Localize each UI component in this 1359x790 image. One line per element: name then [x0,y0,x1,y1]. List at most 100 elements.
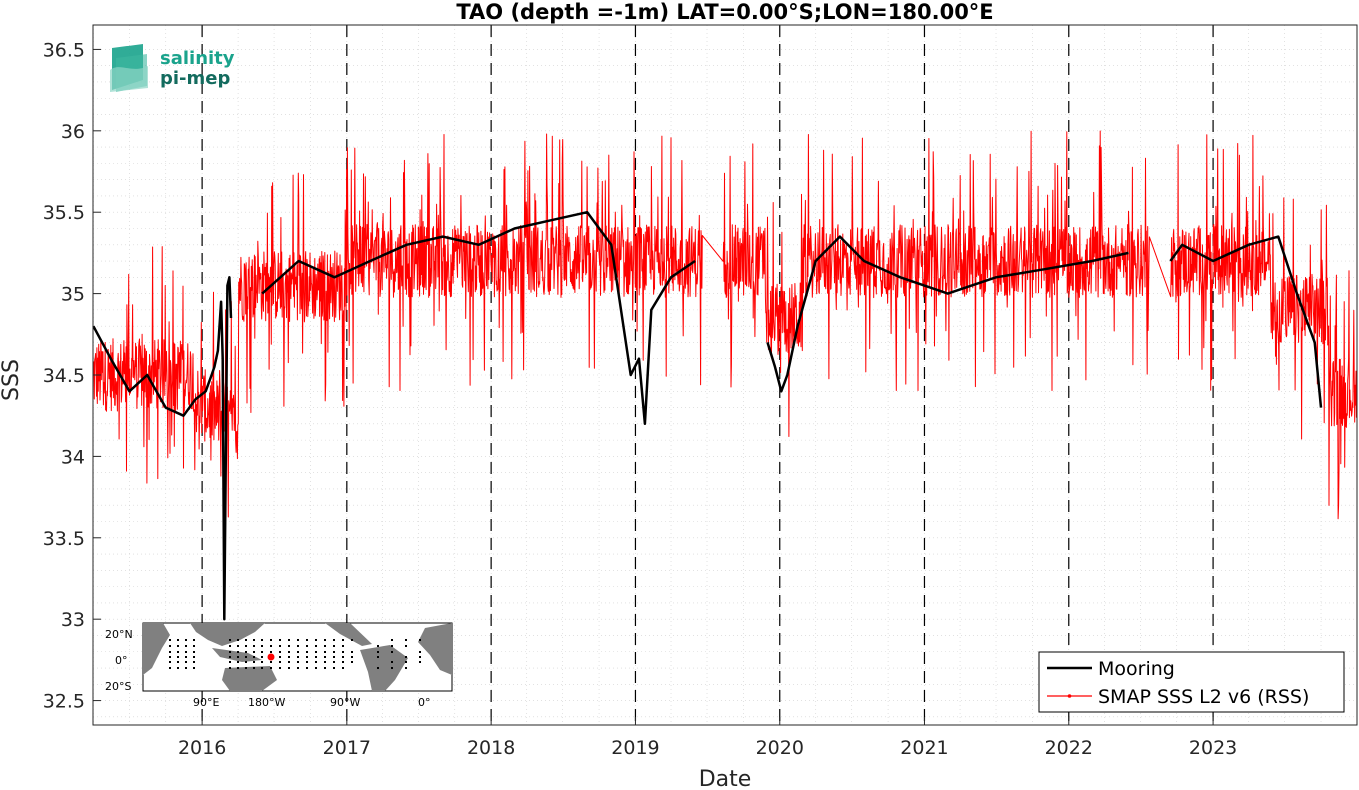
x-tick-label: 2021 [900,737,948,759]
mooring-dot [391,645,393,647]
axis-ticks: 2016 2017 2018 2019 2020 2021 2022 2023 32.5 33 33… [43,39,1238,759]
mooring-dot [342,667,344,669]
x-axis-label: Date [699,767,752,790]
mooring-dot [245,661,247,663]
mooring-dot [315,661,317,663]
mooring-dot [169,667,171,669]
mooring-dot [270,651,272,653]
mooring-dot [288,661,290,663]
mooring-dot [324,645,326,647]
mooring-dot [253,651,255,653]
mooring-dot [351,661,353,663]
mooring-dot [253,639,255,641]
mooring-dot [405,667,407,669]
mooring-dot [229,639,231,641]
y-tick-label: 32.5 [43,691,85,713]
mooring-dot [306,661,308,663]
x-tick-label: 2016 [178,737,226,759]
mooring-dot [177,667,179,669]
mooring-dot [377,667,379,669]
smap-series [92,130,1358,520]
land-africa [143,623,170,675]
land-south-america [360,645,408,691]
land-west-africa [418,623,452,675]
mooring-dot [315,667,317,669]
mooring-dot [193,651,195,653]
mooring-dot [177,639,179,641]
year-dashed-lines [201,25,1214,725]
y-tick-label: 36.5 [43,39,85,61]
y-tick-label: 35 [61,284,85,306]
mooring-dot [351,639,353,641]
mooring-dot [306,651,308,653]
y-tick-label: 33 [61,609,85,631]
mooring-dot [324,656,326,658]
mooring-dot [297,645,299,647]
mooring-dot [333,661,335,663]
mooring-dot [297,639,299,641]
mooring-dot [391,661,393,663]
mooring-array-dots [169,639,421,669]
mooring-dot [405,639,407,641]
mooring-dot [391,651,393,653]
mooring-dot [377,656,379,658]
mooring-dot [279,656,281,658]
mooring-dot [169,639,171,641]
mooring-dot [306,639,308,641]
mooring-dot [351,651,353,653]
mooring-dot [177,661,179,663]
mooring-dot [324,651,326,653]
mooring-dot [270,645,272,647]
mooring-dot [342,651,344,653]
inset-map: 20°N 0° 20°S 90°E 180°W 90°W 0° [105,622,453,709]
land-indonesia [212,648,262,662]
mooring-dot [419,651,421,653]
mooring-dot [253,667,255,669]
mooring-dot [315,639,317,641]
mooring-dot [279,661,281,663]
logo-line2: pi-mep [160,68,230,89]
mooring-dot [297,661,299,663]
y-axis-label: SSS [0,359,24,401]
mooring-dot [297,667,299,669]
mooring-dot [405,661,407,663]
mooring-dot [333,667,335,669]
mooring-dot [185,656,187,658]
mooring-dot [229,645,231,647]
selected-mooring-marker [267,653,275,661]
mooring-dot [261,661,263,663]
mooring-dot [237,667,239,669]
y-tick-label: 33.5 [43,528,85,550]
mooring-dot [419,661,421,663]
mooring-dot [177,656,179,658]
mooring-dot [193,639,195,641]
mooring-dot [185,639,187,641]
mooring-dot [297,656,299,658]
mooring-dot [270,667,272,669]
mooring-dot [185,651,187,653]
mooring-dot [297,651,299,653]
land-australia [222,666,277,691]
chart-title: TAO (depth =-1m) LAT=0.00°S;LON=180.00°E [456,0,993,24]
map-lon-label-90e: 90°E [193,696,219,709]
mooring-dot [342,656,344,658]
mooring-dot [279,639,281,641]
mooring-dot [377,645,379,647]
x-tick-label: 2017 [323,737,371,759]
mooring-dot [169,645,171,647]
mooring-dot [333,639,335,641]
logo-line1: salinity [160,48,235,69]
mooring-dot [288,656,290,658]
mooring-dot [253,645,255,647]
legend-box [1038,651,1345,713]
mooring-dot [237,656,239,658]
mooring-dot [288,645,290,647]
mooring-dot [306,656,308,658]
mooring-dot [245,667,247,669]
y-tick-label: 34 [61,446,85,468]
mooring-dot [315,645,317,647]
mooring-dot [279,651,281,653]
mooring-dot [315,651,317,653]
mooring-dot [169,656,171,658]
mooring-dot [253,656,255,658]
